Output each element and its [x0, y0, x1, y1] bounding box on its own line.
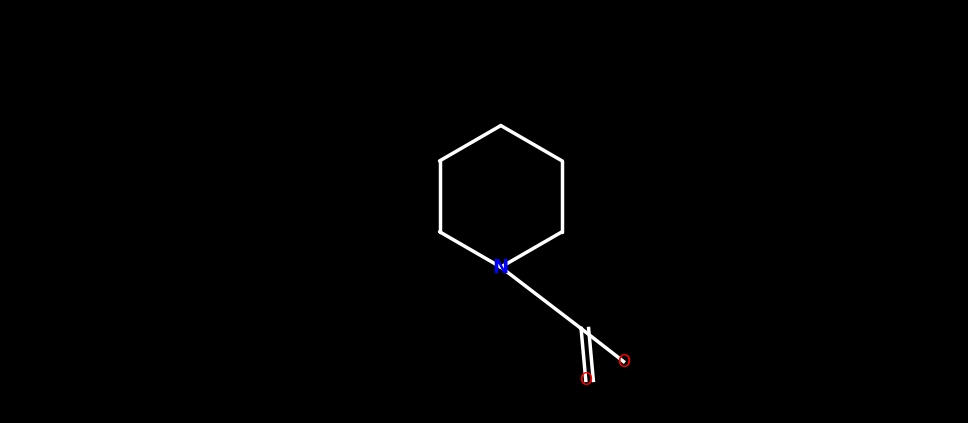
Text: O: O: [617, 352, 630, 371]
Text: N: N: [493, 258, 509, 277]
Text: O: O: [579, 371, 592, 390]
